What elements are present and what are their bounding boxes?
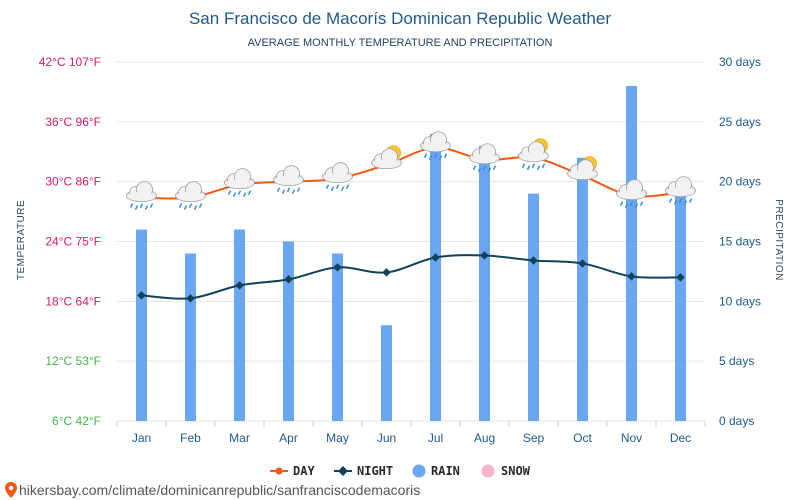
left-tick-label: 36°C 96°F <box>45 115 101 129</box>
x-tick-label: May <box>326 431 349 445</box>
weather-icons <box>126 131 696 210</box>
right-tick-label: 25 days <box>719 115 761 129</box>
x-tick-label: Jul <box>428 431 443 445</box>
x-tick-label: Aug <box>474 431 495 445</box>
chart-subtitle: AVERAGE MONTHLY TEMPERATURE AND PRECIPIT… <box>248 37 553 49</box>
rain-bar[interactable] <box>136 229 147 421</box>
rain-bar[interactable] <box>479 145 490 421</box>
x-tick-label: Nov <box>621 431 642 445</box>
footer[interactable]: hikersbay.com/climate/dominicanrepublic/… <box>5 482 420 498</box>
x-tick-label: Sep <box>523 431 545 445</box>
x-tick-label: Jun <box>377 431 396 445</box>
right-axis-title: PRECIPITATION <box>773 199 784 281</box>
night-line <box>141 254 681 300</box>
night-point[interactable] <box>529 256 538 265</box>
right-tick-label: 5 days <box>719 354 754 368</box>
night-point[interactable] <box>284 275 293 284</box>
night-point[interactable] <box>480 251 489 260</box>
right-tick-label: 20 days <box>719 175 761 189</box>
footer-link[interactable]: hikersbay.com/climate/dominicanrepublic/… <box>19 482 420 498</box>
sun-cloud-icon <box>371 145 402 170</box>
sun-rain-cloud-icon <box>518 138 549 171</box>
rain-cloud-icon <box>420 131 451 161</box>
chart-title: San Francisco de Macorís Dominican Repub… <box>189 9 611 28</box>
left-tick-label: 24°C 75°F <box>45 235 101 249</box>
x-tick-label: Apr <box>279 431 298 445</box>
legend-day-marker <box>275 467 283 475</box>
rain-cloud-icon <box>126 181 157 210</box>
night-point[interactable] <box>676 273 685 282</box>
right-tick-label: 30 days <box>719 55 761 69</box>
rain-bar[interactable] <box>626 85 637 421</box>
legend-snow-label: SNOW <box>501 464 531 478</box>
night-point[interactable] <box>627 272 636 281</box>
legend-snow-marker <box>481 464 495 478</box>
right-tick-label: 10 days <box>719 294 761 308</box>
rain-cloud-icon <box>665 176 696 205</box>
legend-rain-label: RAIN <box>431 464 460 478</box>
right-tick-label: 0 days <box>719 414 754 428</box>
night-point[interactable] <box>333 263 342 272</box>
rain-cloud-icon <box>224 168 255 197</box>
x-tick-label: Mar <box>229 431 250 445</box>
sun-cloud-icon <box>567 156 598 181</box>
legend-item-day[interactable]: DAY <box>270 464 315 478</box>
rain-bars <box>136 85 686 422</box>
night-point[interactable] <box>137 291 146 300</box>
left-tick-label: 30°C 86°F <box>45 175 101 189</box>
x-tick-label: Oct <box>573 431 592 445</box>
rain-cloud-icon <box>273 165 304 195</box>
rain-cloud-icon <box>322 162 353 192</box>
legend-day-label: DAY <box>293 464 315 478</box>
axis-ticks: 42°C 107°F 36°C 96°F 30°C 86°F 24°C 75°F 18°… <box>39 55 761 445</box>
rain-cloud-icon <box>175 181 206 210</box>
legend-item-snow[interactable]: SNOW <box>481 464 531 478</box>
day-line <box>141 146 681 200</box>
left-tick-label: 42°C 107°F <box>39 55 101 69</box>
night-point[interactable] <box>578 259 587 268</box>
rain-bar[interactable] <box>234 229 245 421</box>
night-point[interactable] <box>382 268 391 277</box>
map-pin-dot <box>8 485 14 491</box>
rain-bar[interactable] <box>283 241 294 422</box>
rain-bar[interactable] <box>528 193 539 421</box>
rain-bar[interactable] <box>381 325 392 421</box>
legend[interactable]: DAY NIGHT RAIN SNOW <box>270 464 531 478</box>
rain-cloud-icon <box>469 143 500 173</box>
night-point[interactable] <box>235 281 244 290</box>
legend-item-night[interactable]: NIGHT <box>334 464 393 478</box>
legend-night-label: NIGHT <box>357 464 393 478</box>
legend-rain-marker <box>412 464 426 478</box>
right-tick-label: 15 days <box>719 235 761 249</box>
legend-night-marker <box>338 466 348 476</box>
left-tick-label: 12°C 53°F <box>45 354 101 368</box>
rain-bar[interactable] <box>332 253 343 421</box>
left-tick-label: 6°C 42°F <box>52 414 101 428</box>
rain-bar[interactable] <box>430 133 441 422</box>
x-tick-label: Jan <box>132 431 151 445</box>
temperature-lines <box>137 144 685 303</box>
x-tick-label: Dec <box>670 431 691 445</box>
legend-item-rain[interactable]: RAIN <box>412 464 460 478</box>
rain-cloud-icon <box>616 179 647 208</box>
grid <box>116 61 706 427</box>
rain-bar[interactable] <box>675 193 686 421</box>
rain-bar[interactable] <box>185 253 196 421</box>
night-point[interactable] <box>186 294 195 303</box>
rain-bar[interactable] <box>577 157 588 421</box>
left-tick-label: 18°C 64°F <box>45 294 101 308</box>
x-tick-label: Feb <box>180 431 201 445</box>
left-axis-title: TEMPERATURE <box>16 200 27 280</box>
